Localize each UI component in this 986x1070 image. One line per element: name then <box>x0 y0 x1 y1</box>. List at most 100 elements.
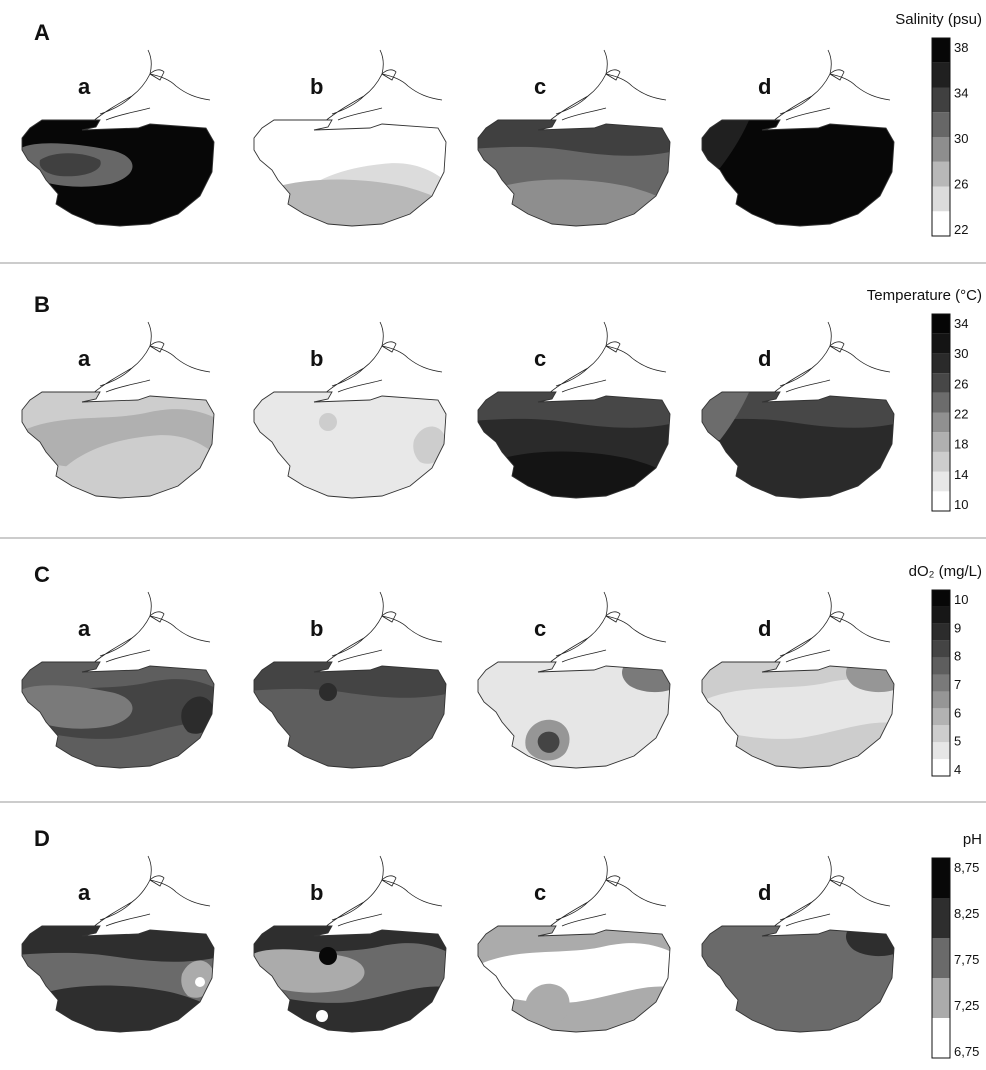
colorbar-tick-label: 22 <box>954 407 968 422</box>
panel-letter: b <box>310 880 323 905</box>
bay-outline <box>701 119 895 227</box>
map-panel-b: b <box>253 49 447 227</box>
panel-letter: c <box>534 880 546 905</box>
contour-fill <box>702 392 894 498</box>
contour-region <box>702 679 894 739</box>
colorbar-swatch <box>932 759 950 776</box>
colorbar-swatch <box>932 898 950 938</box>
colorbar-swatch <box>932 87 950 113</box>
bay-outline <box>701 391 895 499</box>
bay-outline <box>21 119 215 227</box>
colorbar-tick-label: 8,25 <box>954 906 979 921</box>
colorbar-swatch <box>932 112 950 137</box>
contour-fill <box>478 392 670 498</box>
colorbar-swatch <box>932 640 950 658</box>
bay-outline <box>701 661 895 769</box>
bay-outline <box>477 925 671 1033</box>
colorbar: Salinity (psu) 38 34 30 26 22 <box>895 11 982 237</box>
colorbar-title: Salinity (psu) <box>895 11 982 28</box>
river-outline <box>323 321 443 395</box>
colorbar-swatch <box>932 623 950 641</box>
map-panel-c: c <box>477 49 671 227</box>
river-outline <box>323 49 443 123</box>
colorbar-tick-label: 8,75 <box>954 860 979 875</box>
contour-fill <box>254 662 446 768</box>
map-panel-d: d <box>701 49 895 227</box>
colorbar-swatch <box>932 708 950 726</box>
contour-fill <box>22 120 214 226</box>
colorbar-tick-label: 34 <box>954 316 968 331</box>
colorbar-swatch <box>932 432 950 452</box>
colorbar-swatch <box>932 674 950 692</box>
colorbar-tick-label: 6 <box>954 705 961 720</box>
panel-letter: a <box>78 74 91 99</box>
contour-fill <box>22 662 214 768</box>
colorbar-tick-label: 10 <box>954 592 968 607</box>
colorbar-tick-label: 6,75 <box>954 1044 979 1059</box>
river-outline <box>91 49 211 123</box>
row-letter: B <box>34 292 50 317</box>
contour-region <box>525 983 570 1025</box>
bay-outline <box>477 391 671 499</box>
colorbar-tick-label: 22 <box>954 222 968 237</box>
map-panel-d: d <box>701 855 895 1033</box>
contour-region <box>22 685 133 729</box>
row-letter: D <box>34 826 50 851</box>
bay-outline <box>253 119 447 227</box>
map-panel-d: d <box>701 591 895 769</box>
colorbar: pH 8,75 8,25 7,75 7,25 6,75 <box>931 831 982 1059</box>
colorbar-swatch <box>932 38 950 63</box>
contour-region <box>181 696 214 734</box>
colorbar-swatch <box>932 137 950 162</box>
contour-fill <box>254 926 446 1032</box>
contour-fill <box>478 662 670 768</box>
colorbar-tick-label: 34 <box>954 86 968 101</box>
panel-letter: b <box>310 74 323 99</box>
colorbar-swatch <box>932 606 950 624</box>
colorbar-tick-label: 26 <box>954 177 968 192</box>
colorbar-tick-label: 7,75 <box>954 952 979 967</box>
colorbar-tick-label: 26 <box>954 376 968 391</box>
contour-fill <box>254 120 446 226</box>
colorbar-swatch <box>932 353 950 374</box>
separators <box>0 262 986 803</box>
colorbar-swatch <box>932 161 950 187</box>
colorbar: dO₂ (mg/L) 10 9 8 7 6 5 4 <box>909 563 982 777</box>
colorbar-frame <box>931 37 951 237</box>
colorbar-swatch <box>932 691 950 709</box>
row-salinity: Aa b c d Salinity (psu) 38 34 30 26 22 <box>21 11 982 237</box>
panel-letter: d <box>758 74 771 99</box>
contour-base <box>478 662 670 768</box>
river-outline <box>547 321 667 395</box>
colorbar-swatch <box>932 657 950 675</box>
colorbar-swatch <box>932 333 950 354</box>
bay-outline <box>477 661 671 769</box>
panel-letter: d <box>758 346 771 371</box>
row-oxygen: Ca b c d dO₂ (mg/L) 10 9 8 7 6 5 4 <box>21 562 982 777</box>
panel-letter: d <box>758 616 771 641</box>
river-outline <box>547 855 667 929</box>
panel-letter: a <box>78 880 91 905</box>
contour-region <box>413 426 446 464</box>
panel-letter: b <box>310 616 323 641</box>
contour-region <box>537 731 560 753</box>
contour-fill <box>702 926 894 1032</box>
colorbar-swatch <box>932 373 950 393</box>
row-letter: C <box>34 562 50 587</box>
map-panel-c: c <box>477 591 671 769</box>
figure-rows: Aa b c d Salinity (psu) 38 34 30 26 22 Ba b c d Temper… <box>21 11 982 1059</box>
map-panel-a: a <box>21 49 215 227</box>
river-outline <box>323 591 443 665</box>
contour-region <box>195 977 205 987</box>
colorbar-swatch <box>932 412 950 433</box>
panel-letter: c <box>534 74 546 99</box>
colorbar-swatch <box>932 451 950 472</box>
panel-letter: c <box>534 346 546 371</box>
contour-fill <box>22 392 214 498</box>
contour-base <box>702 926 894 1032</box>
colorbar-swatch <box>932 211 950 236</box>
contour-fill <box>478 926 670 1032</box>
bay-outline <box>21 391 215 499</box>
colorbar-tick-label: 7 <box>954 677 961 692</box>
